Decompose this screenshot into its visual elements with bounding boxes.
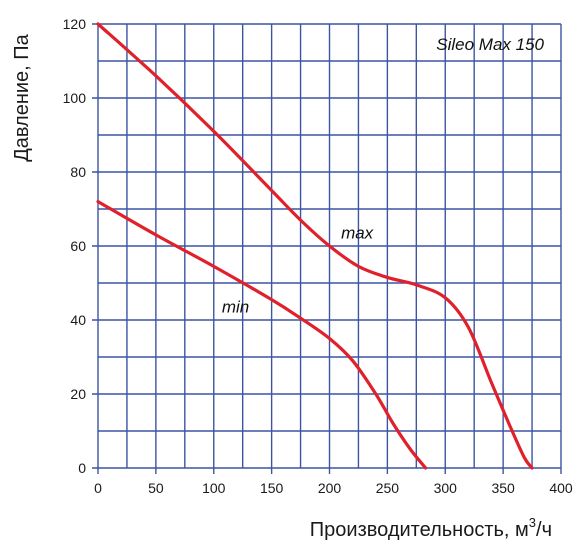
x-axis-label-main: Производительность, м: [310, 519, 529, 541]
grid: [92, 23, 562, 474]
model-label: Sileo Max 150: [436, 35, 544, 54]
x-tick-label: 250: [376, 480, 400, 496]
x-tick-label: 350: [491, 480, 515, 496]
x-axis-label-sup: 3: [529, 515, 536, 530]
x-tick-label: 300: [434, 480, 458, 496]
y-axis-label: Давление, Па: [11, 33, 33, 161]
x-tick-label: 50: [148, 480, 164, 496]
y-tick-label: 40: [70, 312, 86, 328]
annotation-max: max: [341, 224, 374, 243]
x-tick-label: 150: [260, 480, 284, 496]
annotations: max min: [222, 224, 374, 317]
x-axis-label: Производительность, м3/ч: [310, 515, 552, 541]
x-tick-label: 0: [94, 480, 102, 496]
x-tick-label: 400: [549, 480, 573, 496]
series-line-max: [96, 22, 534, 470]
y-tick-label: 120: [63, 16, 87, 32]
y-tick-label: 100: [63, 90, 87, 106]
y-tick-label: 60: [70, 238, 86, 254]
annotation-min: min: [222, 298, 249, 317]
x-tick-label: 200: [318, 480, 342, 496]
y-tick-label: 20: [70, 386, 86, 402]
y-tick-labels: 0 20 40 60 80 100 120: [63, 16, 87, 476]
series-line-min: [96, 200, 428, 470]
y-tick-label: 0: [78, 460, 86, 476]
x-axis-label-suffix: /ч: [536, 519, 552, 541]
x-tick-label: 100: [202, 480, 226, 496]
series-layer: [96, 22, 534, 470]
x-tick-labels: 0 50 100 150 200 250 300 350 400: [94, 480, 573, 496]
y-tick-label: 80: [70, 164, 86, 180]
